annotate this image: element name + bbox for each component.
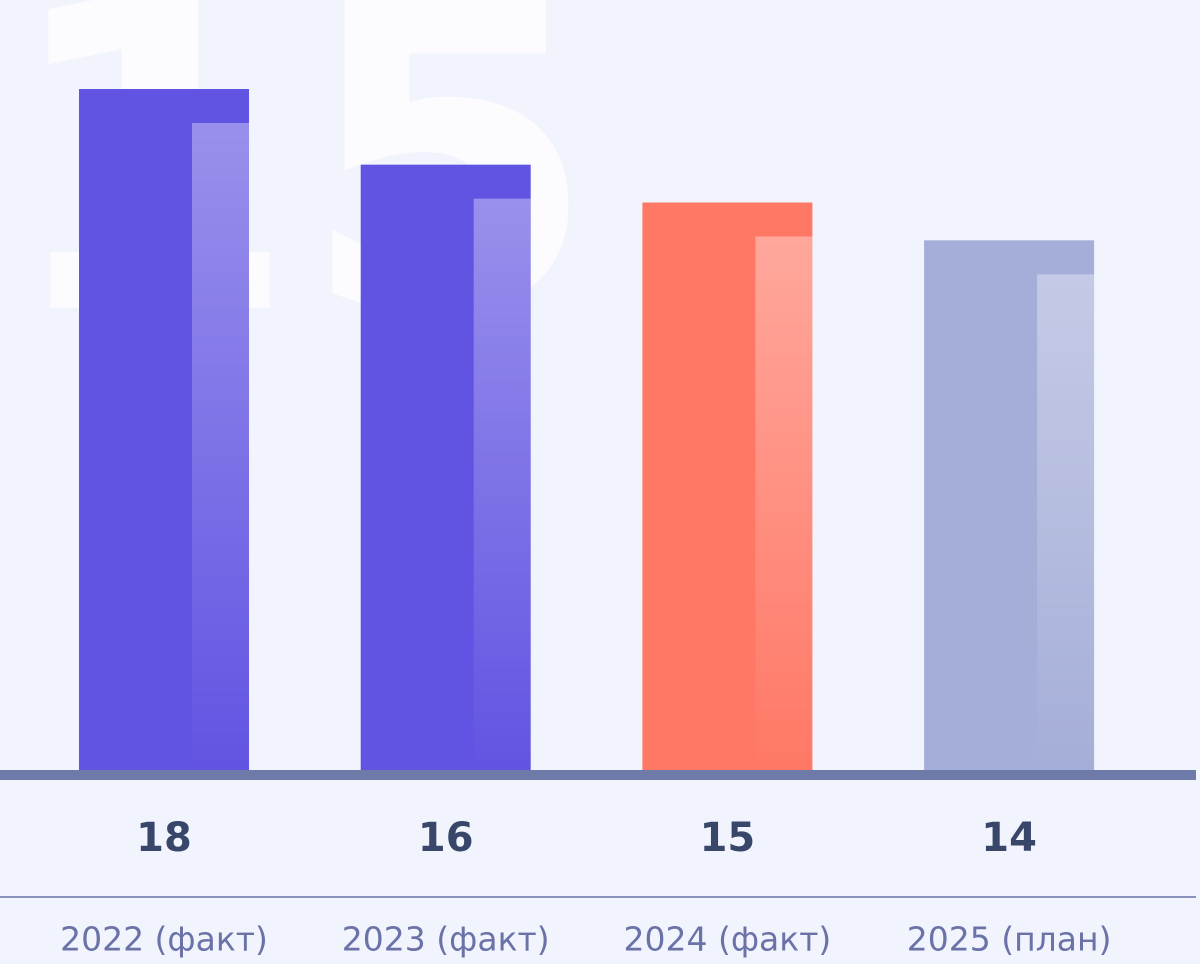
value-label: 16 [418,815,474,861]
divider [0,896,1196,898]
x-tick-label: 2023 (факт) [342,920,550,959]
x-tick-label: 2022 (факт) [60,920,268,959]
baseline [0,770,1196,780]
bar-highlight [1037,274,1095,770]
bar-highlight [473,198,531,770]
value-label: 15 [700,815,756,861]
x-tick-label: 2025 (план) [907,920,1112,959]
bar-highlight [192,123,249,770]
value-label: 14 [981,815,1037,861]
bar-highlight [755,236,813,770]
x-tick-label: 2024 (факт) [623,920,831,959]
value-label: 18 [136,815,192,861]
